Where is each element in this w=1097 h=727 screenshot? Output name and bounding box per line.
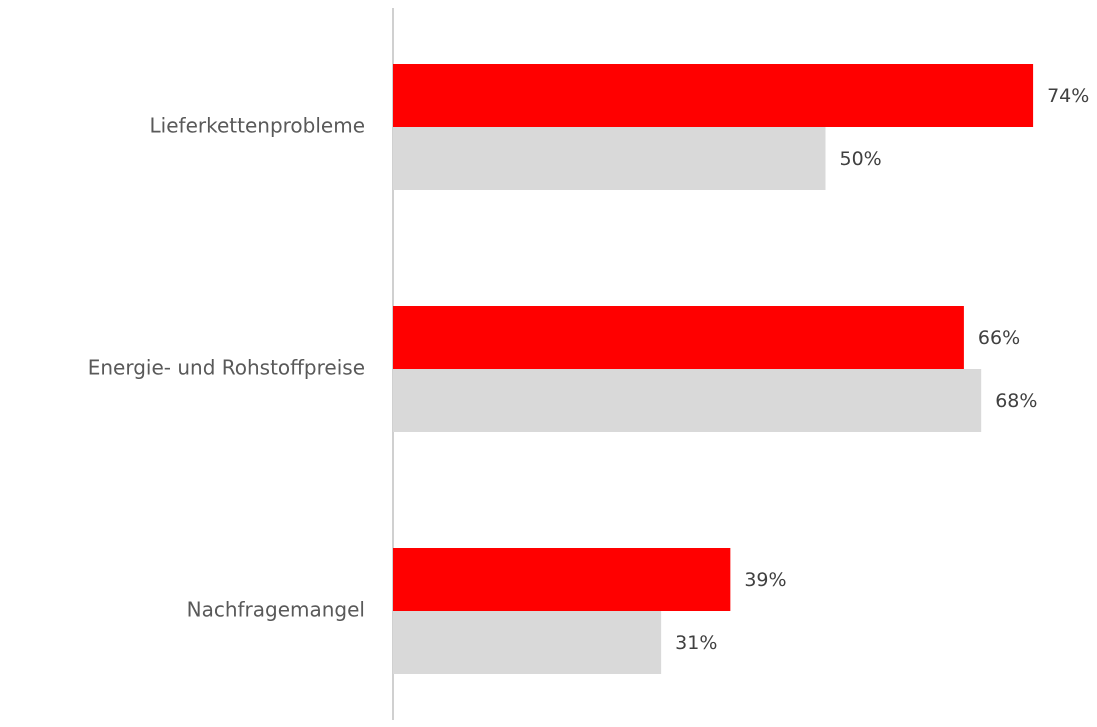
bar xyxy=(393,611,662,674)
bar xyxy=(393,369,982,432)
category-label: Nachfragemangel xyxy=(187,598,365,622)
value-label: 68% xyxy=(995,390,1037,412)
value-label: 31% xyxy=(675,632,717,654)
value-label: 39% xyxy=(744,569,786,591)
bar xyxy=(393,64,1034,127)
value-label: 50% xyxy=(840,148,882,170)
bar xyxy=(393,127,826,190)
category-label: Energie- und Rohstoffpreise xyxy=(88,356,365,380)
category-label: Lieferkettenprobleme xyxy=(150,114,365,138)
bar xyxy=(393,548,731,611)
value-label: 66% xyxy=(978,327,1020,349)
value-label: 74% xyxy=(1047,85,1089,107)
bar xyxy=(393,306,964,369)
